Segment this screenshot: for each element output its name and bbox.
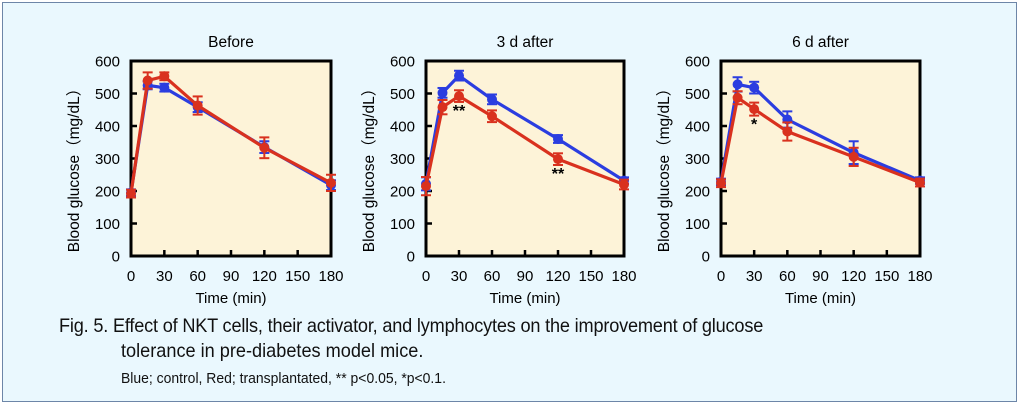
x-tick-label: 30 <box>746 268 763 285</box>
data-point <box>142 75 153 86</box>
figure-legend-note: Blue; control, Red; transplantated, ** p… <box>121 370 446 387</box>
data-point <box>326 177 336 188</box>
data-point <box>437 87 448 98</box>
chart-title: 6 d after <box>792 34 849 51</box>
y-tick-label: 600 <box>95 54 120 71</box>
x-tick-label: 60 <box>189 268 206 285</box>
x-tick-label: 180 <box>907 268 932 285</box>
data-point <box>749 82 760 93</box>
x-tick-label: 30 <box>451 268 468 285</box>
chart-panel-3: 6 d after 0 100 200 300 400 500 600 0 30 60 90 120 15… <box>656 34 933 307</box>
series-line <box>719 96 921 185</box>
data-point <box>487 111 497 122</box>
data-point <box>159 71 170 82</box>
chart-title: 3 d after <box>497 34 554 51</box>
series-transplanted <box>716 90 925 189</box>
data-point <box>487 94 497 105</box>
figure-caption-line2: tolerance in pre-diabetes model mice. <box>121 340 424 362</box>
data-point <box>421 181 431 192</box>
series-line <box>129 74 332 194</box>
y-tick-label: 0 <box>407 249 415 266</box>
x-tick-label: 60 <box>779 268 796 285</box>
x-tick-label: 180 <box>611 268 636 285</box>
x-tick-label: 120 <box>252 268 277 285</box>
significance-marker: * <box>751 117 758 134</box>
data-point <box>259 142 270 153</box>
data-point <box>553 154 563 165</box>
x-tick-label: 150 <box>874 268 899 285</box>
y-axis-label: Blood glucose（mg/dL） <box>361 81 378 252</box>
y-tick-label: 0 <box>112 249 120 266</box>
y-tick-label: 600 <box>685 54 710 71</box>
y-tick-label: 400 <box>95 119 120 136</box>
x-axis-label: Time (min) <box>489 290 560 307</box>
x-tick-label: 90 <box>223 268 240 285</box>
figure-caption-line1: Fig. 5. Effect of NKT cells, their activ… <box>59 315 764 337</box>
y-tick-label: 400 <box>685 119 710 136</box>
y-tick-label: 500 <box>390 86 415 103</box>
y-axis-label: Blood glucose（mg/dL） <box>656 81 673 252</box>
y-axis-label: Blood glucose（mg/dL） <box>66 81 83 252</box>
y-tick-label: 300 <box>390 151 415 168</box>
data-point <box>192 100 203 111</box>
series-line <box>424 94 625 187</box>
data-point <box>915 177 925 188</box>
x-tick-label: 150 <box>578 268 603 285</box>
data-point <box>126 188 136 199</box>
x-tick-label: 90 <box>812 268 829 285</box>
x-tick-label: 0 <box>717 268 725 285</box>
y-tick-label: 100 <box>390 216 415 233</box>
data-point <box>716 178 726 189</box>
data-point <box>848 151 859 162</box>
data-point <box>732 79 743 90</box>
x-tick-label: 60 <box>484 268 501 285</box>
y-tick-label: 100 <box>95 216 120 233</box>
x-tick-label: 90 <box>517 268 534 285</box>
x-axis-label: Time (min) <box>195 290 266 307</box>
x-tick-label: 0 <box>422 268 430 285</box>
x-tick-label: 180 <box>318 268 343 285</box>
data-point <box>454 70 464 81</box>
data-point <box>619 179 629 190</box>
y-tick-label: 600 <box>390 54 415 71</box>
data-point <box>749 104 760 115</box>
y-tick-label: 400 <box>390 119 415 136</box>
data-point <box>454 91 464 102</box>
data-point <box>732 92 743 103</box>
chart-panel-2: 3 d after 0 100 200 300 400 500 600 0 30 60 90 120 15… <box>361 34 637 307</box>
y-tick-label: 200 <box>390 184 415 201</box>
chart-panel-1: Before 0 100 200 300 400 500 600 0 30 60 90 120 150 18… <box>66 34 344 307</box>
data-point <box>159 82 170 93</box>
y-tick-label: 0 <box>702 249 710 266</box>
x-tick-label: 30 <box>156 268 173 285</box>
data-point <box>437 102 448 113</box>
x-tick-label: 120 <box>545 268 570 285</box>
significance-marker: ** <box>552 166 565 183</box>
y-tick-label: 200 <box>95 184 120 201</box>
data-point <box>782 126 793 137</box>
series-transplanted <box>421 89 629 197</box>
chart-title: Before <box>208 34 254 51</box>
series-transplanted <box>126 71 336 199</box>
y-tick-label: 300 <box>95 151 120 168</box>
x-tick-label: 150 <box>285 268 310 285</box>
data-point <box>553 134 563 144</box>
x-tick-label: 120 <box>841 268 866 285</box>
y-tick-label: 500 <box>95 86 120 103</box>
x-axis-label: Time (min) <box>785 290 856 307</box>
significance-marker: ** <box>453 103 466 120</box>
y-tick-label: 100 <box>685 216 710 233</box>
y-tick-label: 200 <box>685 184 710 201</box>
x-tick-label: 0 <box>127 268 135 285</box>
y-tick-label: 300 <box>685 151 710 168</box>
y-tick-label: 500 <box>685 86 710 103</box>
plot-area <box>129 59 333 258</box>
